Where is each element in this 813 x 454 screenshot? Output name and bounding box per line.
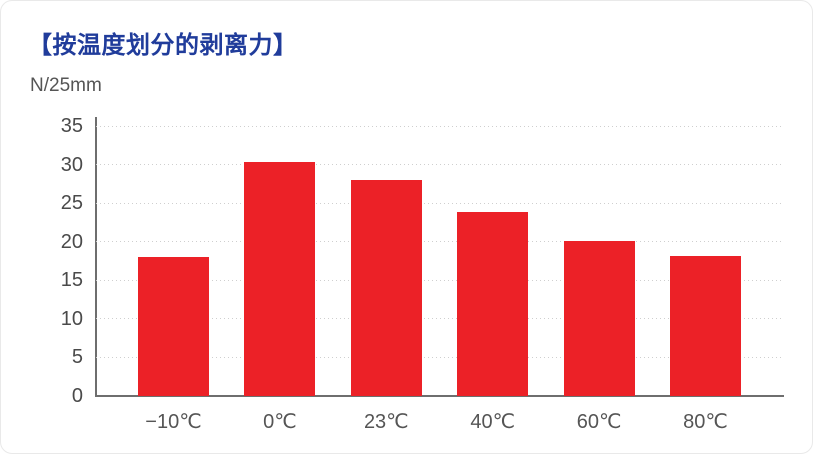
x-tick-label-5: 80℃ [683,411,728,433]
gridline-15 [96,279,784,281]
x-tick-label-3: 40℃ [470,411,516,433]
y-tick-label-10: 10 [60,307,83,330]
x-tick-label-1: 0℃ [263,411,297,433]
bar-23c [350,180,422,396]
y-tick-label-5: 5 [71,346,83,369]
y-tick-label-0: 0 [71,385,83,407]
y-tick-label-30: 30 [60,153,83,176]
gridline-35 [96,125,784,127]
y-tick-label-35: 35 [60,115,83,137]
gridline-20 [96,241,784,243]
x-tick-label-2: 23℃ [363,411,409,433]
bar-40c [457,211,529,396]
x-tick-label-0: −10℃ [145,411,202,433]
bar-60c [563,240,635,396]
gridline-25 [96,202,784,204]
bar-80c [670,255,741,396]
gridline-30 [96,164,784,166]
x-axis-line [96,395,784,397]
chart-title: 【按温度划分的剥离力】 [28,32,298,59]
y-tick-label-25: 25 [60,192,83,215]
bar-0c [244,162,316,396]
y-tick-label-20: 20 [60,230,83,253]
gridline-10 [96,318,784,320]
x-tick-label-4: 60℃ [576,411,622,433]
gridline-5 [96,356,784,358]
bar-minus10c [138,257,209,396]
y-tick-label-15: 15 [60,269,83,292]
y-axis-line [95,117,97,397]
y-axis-unit-label: N/25mm [30,75,102,96]
plot-area: 0 5 10 15 20 25 30 35 −10℃ 0℃ 23℃ 40℃ 60℃ 80℃ [61,115,784,433]
